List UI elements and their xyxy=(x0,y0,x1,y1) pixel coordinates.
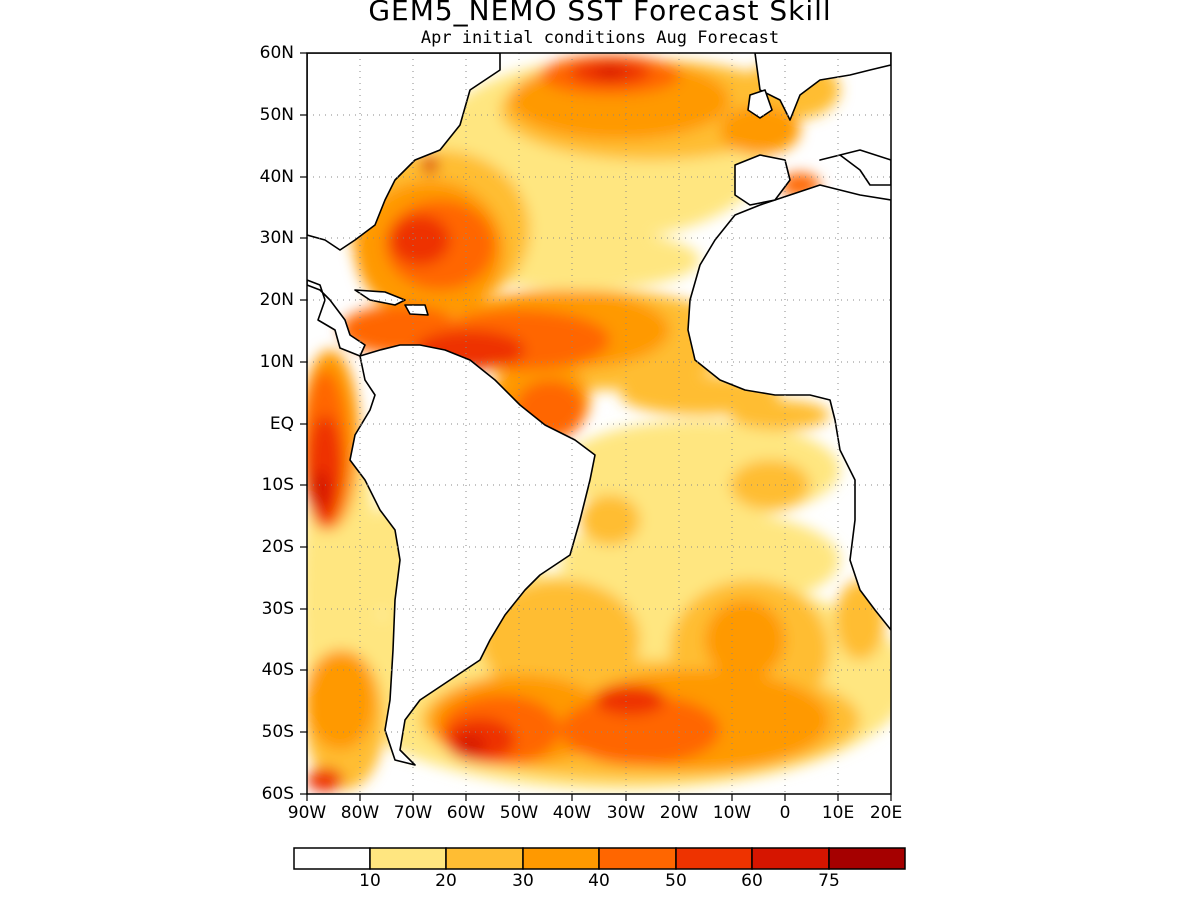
colorbar-bin-5 xyxy=(675,847,753,870)
colorbar-bin-3 xyxy=(522,847,600,870)
colorbar xyxy=(293,847,906,870)
europe xyxy=(754,53,891,121)
lon-label-10e: 10E xyxy=(821,803,855,823)
lon-label-10w: 10W xyxy=(712,803,752,823)
lon-label-20e: 20E xyxy=(869,803,903,823)
lon-label-60w: 60W xyxy=(446,803,486,823)
lat-label-20s: 20S xyxy=(261,537,294,557)
lat-label-40s: 40S xyxy=(261,660,294,680)
colorbar-label-20: 20 xyxy=(435,871,457,891)
north-america xyxy=(307,53,501,251)
central-america xyxy=(307,279,366,357)
lat-label-10n: 10N xyxy=(259,352,294,372)
lon-label-30w: 30W xyxy=(606,803,646,823)
colorbar-bin-0 xyxy=(293,847,371,870)
colorbar-label-30: 30 xyxy=(512,871,534,891)
colorbar-bin-7 xyxy=(828,847,906,870)
colorbar-bin-2 xyxy=(445,847,524,870)
lon-label-70w: 70W xyxy=(393,803,433,823)
lon-label-40w: 40W xyxy=(552,803,592,823)
lat-label-30n: 30N xyxy=(259,228,294,248)
lat-label-10s: 10S xyxy=(261,475,294,495)
lat-label-40n: 40N xyxy=(259,167,294,187)
lon-label-0: 0 xyxy=(779,803,791,823)
field-60-75 xyxy=(310,66,625,755)
graticule xyxy=(307,53,891,794)
hispaniola xyxy=(404,304,429,316)
iberia xyxy=(734,154,791,206)
lon-label-50w: 50W xyxy=(499,803,539,823)
land-masks xyxy=(307,53,891,766)
africa xyxy=(687,184,891,631)
italy-med xyxy=(819,149,891,186)
colorbar-bin-4 xyxy=(598,847,677,870)
lat-label-50s: 50S xyxy=(261,722,294,742)
colorbar-label-10: 10 xyxy=(359,871,381,891)
lat-label-eq: EQ xyxy=(269,414,294,434)
colorbar-label-50: 50 xyxy=(665,871,687,891)
lon-label-20w: 20W xyxy=(659,803,699,823)
field-50-60 xyxy=(307,60,665,792)
lat-label-30s: 30S xyxy=(261,599,294,619)
lon-label-80w: 80W xyxy=(340,803,380,823)
south-america xyxy=(349,344,596,766)
map-title: GEM5_NEMO SST Forecast Skill xyxy=(368,0,832,27)
lat-label-20n: 20N xyxy=(259,290,294,310)
lat-label-60n: 60N xyxy=(259,43,294,63)
colorbar-label-40: 40 xyxy=(588,871,610,891)
colorbar-bin-1 xyxy=(369,847,447,870)
uk-ireland xyxy=(747,89,773,119)
lat-label-50n: 50N xyxy=(259,105,294,125)
colorbar-label-60: 60 xyxy=(741,871,763,891)
map-subtitle: Apr initial conditions Aug Forecast xyxy=(420,28,780,48)
axis-ticks xyxy=(300,52,892,801)
lon-label-90w: 90W xyxy=(287,803,327,823)
cuba xyxy=(354,289,406,306)
skill-field xyxy=(307,53,891,792)
colorbar-bin-6 xyxy=(751,847,830,870)
colorbar-label-75: 75 xyxy=(818,871,840,891)
lat-label-60s: 60S xyxy=(261,784,294,804)
